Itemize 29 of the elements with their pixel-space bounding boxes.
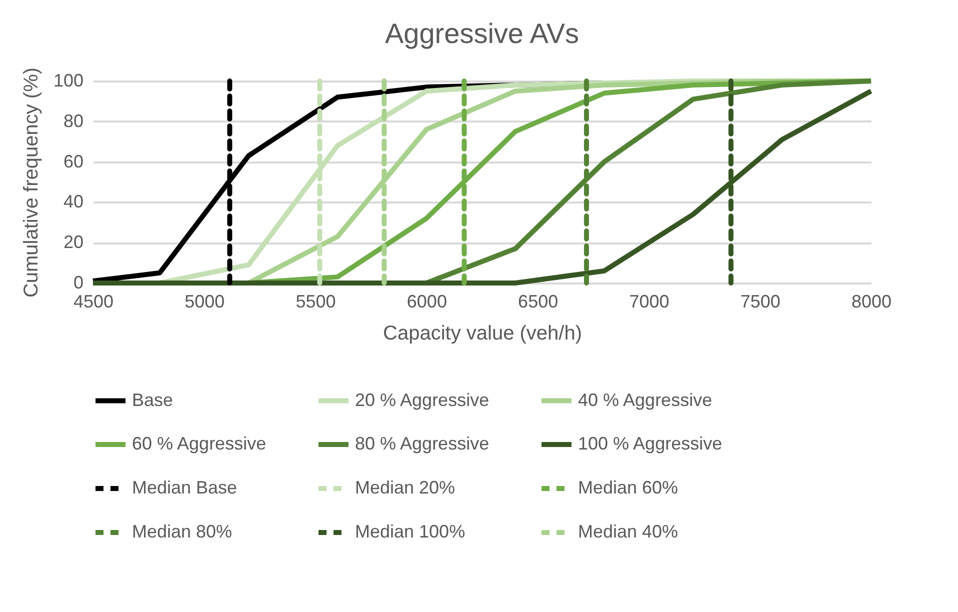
x-tick-label: 5000 <box>184 292 225 312</box>
y-axis-title: Cumulative frequency (%) <box>20 67 42 298</box>
legend-label: Median Base <box>132 478 238 498</box>
x-tick-label: 6000 <box>406 292 447 312</box>
y-tick-label: 40 <box>63 192 84 212</box>
x-tick-label: 7500 <box>740 292 780 312</box>
legend-label: Median 60% <box>578 478 678 498</box>
legend-label: Median 20% <box>355 478 456 498</box>
y-tick-label: 100 <box>53 70 84 90</box>
legend-label: 60 % Aggressive <box>132 434 266 454</box>
x-tick-label: 5500 <box>296 292 336 312</box>
x-tick-label: 7000 <box>629 292 670 312</box>
x-tick-label: 6500 <box>518 292 558 312</box>
legend-label: 40 % Aggressive <box>578 390 712 410</box>
y-tick-label: 80 <box>63 110 84 131</box>
legend-label: 80 % Aggressive <box>355 434 490 454</box>
legend-label: 100 % Aggressive <box>578 434 722 454</box>
y-tick-label: 20 <box>63 232 84 252</box>
y-tick-label: 60 <box>63 151 84 172</box>
legend-label: 20 % Aggressive <box>355 390 490 410</box>
chart-title: Aggressive AVs <box>384 18 580 49</box>
legend-label: Median 40% <box>578 522 678 542</box>
x-tick-label: 8000 <box>851 292 892 312</box>
y-tick-label: 0 <box>73 272 84 292</box>
legend-label: Median 100% <box>355 522 466 542</box>
x-axis-title: Capacity value (veh/h) <box>383 322 582 344</box>
legend-label: Median 80% <box>132 522 232 542</box>
x-tick-label: 4500 <box>73 292 114 312</box>
legend-label: Base <box>132 390 174 410</box>
